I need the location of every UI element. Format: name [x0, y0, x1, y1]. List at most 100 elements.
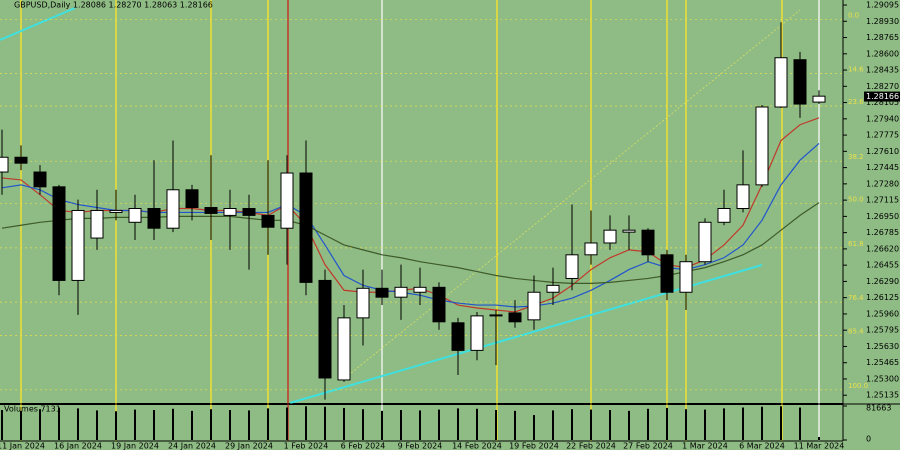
candle-body [489, 314, 503, 317]
y-tick-label: 1.25960 [866, 309, 899, 318]
x-tick-label: 6 Mar 2024 [739, 442, 785, 450]
axis-background [0, 441, 843, 450]
y-tick-label: 1.28270 [866, 82, 899, 91]
x-tick-label: 9 Feb 2024 [398, 442, 443, 450]
candle-body [166, 189, 180, 229]
fib-label: 61.8 [848, 240, 864, 248]
candle-body [546, 284, 560, 293]
y-tick-label: 1.27115 [866, 196, 899, 205]
candle-body [641, 229, 655, 256]
y-tick-label: 1.27445 [866, 163, 899, 172]
current-price-label: 1.28166 [866, 92, 899, 101]
x-tick-label: 24 Jan 2024 [168, 442, 216, 450]
fib-label: 76.4 [848, 294, 864, 302]
volume-tick-label: 0 [866, 435, 871, 444]
y-tick-label: 1.26125 [866, 293, 899, 302]
candle-body [0, 156, 9, 173]
candle-body [147, 207, 161, 229]
x-tick-label: 11 Jan 2024 [0, 442, 45, 450]
candle-body [565, 254, 579, 279]
fib-diagonal [344, 9, 801, 379]
candle-body [90, 209, 104, 239]
x-tick-label: 14 Feb 2024 [452, 442, 502, 450]
axis-background [843, 0, 900, 450]
volume-background [0, 405, 843, 441]
fib-label: 23.6 [848, 98, 864, 106]
y-tick-label: 1.28930 [866, 17, 899, 26]
candle-body [185, 189, 199, 209]
candle-body [774, 57, 788, 108]
y-tick-label: 1.28435 [866, 66, 899, 75]
fib-label: 85.4 [848, 328, 864, 336]
candle-body [299, 172, 313, 283]
candle-body [337, 317, 351, 381]
x-tick-label: 6 Feb 2024 [341, 442, 386, 450]
current-price-box [864, 91, 900, 102]
fib-label: 0.0 [848, 11, 859, 19]
y-tick-label: 1.25300 [866, 374, 899, 383]
plot-background [0, 0, 843, 403]
y-tick-label: 1.25630 [866, 342, 899, 351]
candle-body [71, 209, 85, 281]
y-tick-label: 1.27610 [866, 147, 899, 156]
candle-body [451, 322, 465, 351]
candle-body [356, 287, 370, 319]
y-tick-label: 1.27280 [866, 179, 899, 188]
candle-body [223, 207, 237, 216]
candle-body [128, 207, 142, 223]
trend-line [0, 7, 76, 41]
x-tick-label: 1 Mar 2024 [682, 442, 728, 450]
candle-body [394, 286, 408, 298]
candle-body [242, 207, 256, 216]
candle-body [755, 106, 769, 186]
candle-body [603, 229, 617, 244]
x-tick-label: 29 Jan 2024 [225, 442, 273, 450]
x-tick-label: 16 Jan 2024 [54, 442, 102, 450]
y-tick-label: 1.26455 [866, 261, 899, 270]
candle-body [584, 242, 598, 256]
candle-body [812, 95, 826, 103]
candle-body [660, 254, 674, 293]
candle-body [432, 286, 446, 323]
chart-title: GBPUSD,Daily 1.28086 1.28270 1.28063 1.2… [14, 1, 213, 10]
y-tick-label: 1.27775 [866, 131, 899, 140]
y-tick-label: 1.29095 [866, 1, 899, 10]
candle-body [470, 315, 484, 351]
x-tick-label: 19 Jan 2024 [111, 442, 159, 450]
candle-body [204, 207, 218, 214]
y-tick-label: 1.25465 [866, 358, 899, 367]
candle-body [527, 291, 541, 321]
candle-body [261, 214, 275, 228]
x-tick-label: 22 Feb 2024 [566, 442, 616, 450]
candle-body [33, 171, 47, 188]
y-tick-label: 1.26620 [866, 244, 899, 253]
candle-body [280, 172, 294, 229]
fib-label: 100.0 [848, 382, 868, 390]
candle-body [109, 209, 123, 213]
y-tick-label: 1.26785 [866, 228, 899, 237]
y-tick-label: 1.25795 [866, 326, 899, 335]
y-tick-label: 1.25135 [866, 391, 899, 400]
y-tick-label: 1.28105 [866, 98, 899, 107]
y-tick-label: 1.27940 [866, 114, 899, 123]
candle-body [622, 229, 636, 233]
y-tick-label: 1.26290 [866, 277, 899, 286]
candle-body [413, 286, 427, 293]
x-tick-label: 1 Feb 2024 [284, 442, 329, 450]
fib-label: 50.0 [848, 196, 864, 204]
candle-body [375, 287, 389, 298]
volume-tick-label: 81663 [866, 404, 891, 413]
fib-label: 38.2 [848, 153, 864, 161]
candle-body [717, 207, 731, 223]
y-tick-label: 1.28600 [866, 49, 899, 58]
volume-title: Volumes 7131 [4, 405, 61, 414]
y-tick-label: 1.26950 [866, 212, 899, 221]
candle-body [508, 312, 522, 323]
candle-body [52, 186, 66, 281]
candle-body [318, 279, 332, 379]
candle-body [698, 221, 712, 263]
fib-label: 14.6 [848, 66, 864, 74]
candle-body [736, 184, 750, 209]
candle-body [679, 261, 693, 293]
